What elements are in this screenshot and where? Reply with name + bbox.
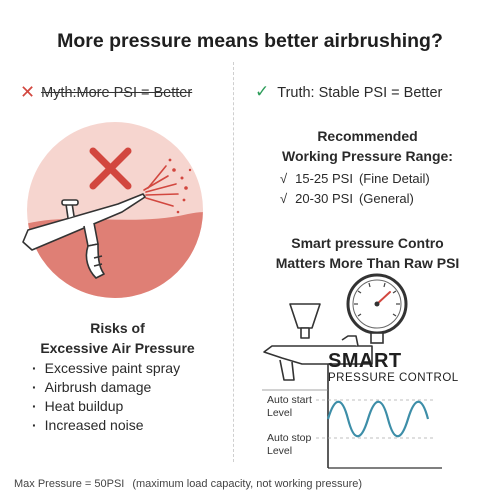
list-item: Airbrush damage — [32, 378, 180, 397]
list-item: Excessive paint spray — [32, 359, 180, 378]
smart-heading-line1: Smart pressure Contro — [291, 235, 444, 251]
auto-start-level: Level — [267, 407, 293, 419]
range-note: (Fine Detail) — [358, 171, 430, 186]
risks-heading-line2: Excessive Air Pressure — [40, 340, 195, 356]
auto-start-text: Auto start — [267, 394, 312, 406]
pink-circle-background — [27, 122, 203, 298]
smart-pressure-illustration — [262, 273, 442, 469]
smart-heading-line2: Matters More Than Raw PSI — [275, 255, 460, 271]
myth-label: ✕ Myth:More PSI = Better — [20, 82, 192, 103]
risks-heading-line1: Risks of — [90, 320, 145, 336]
pressure-range-list: √ 15-25 PSI (Fine Detail) √ 20-30 PSI (Gener… — [280, 169, 430, 209]
airbrush-icon — [22, 193, 146, 279]
list-item: Heat buildup — [32, 397, 180, 416]
recommended-heading: Recommended Working Pressure Range: — [245, 126, 490, 166]
smart-logo-subtitle: PRESSURE CONTROL — [328, 372, 459, 384]
myth-text: Myth:More PSI = Better — [41, 85, 193, 101]
footer-max-pressure: Max Pressure = 50PSI — [14, 478, 125, 490]
x-mark-icon — [89, 147, 132, 190]
page-title: More pressure means better airbrushing? — [57, 30, 443, 52]
smart-logo: SMART — [328, 350, 402, 372]
check-mark-icon: √ — [280, 171, 288, 186]
sine-wave-icon — [316, 399, 434, 439]
check-mark-icon: √ — [280, 191, 288, 206]
column-divider — [233, 62, 234, 462]
airbrush-risk-illustration — [22, 122, 203, 298]
smart-heading: Smart pressure Contro Matters More Than … — [245, 233, 490, 273]
truth-text: Truth: Stable PSI = Better — [277, 85, 443, 101]
auto-start-label: Auto start Level — [267, 394, 312, 420]
check-mark-icon: ✓ — [255, 82, 270, 101]
spray-icon — [143, 158, 192, 214]
risks-heading: Risks of Excessive Air Pressure — [10, 318, 225, 358]
footer-note: Max Pressure = 50PSI (maximum load capaci… — [14, 478, 362, 490]
airbrush-icon — [263, 303, 373, 381]
truth-label: ✓ Truth: Stable PSI = Better — [255, 82, 442, 102]
pressure-gauge-icon — [346, 273, 408, 344]
range-note: (General) — [358, 191, 414, 206]
auto-stop-text: Auto stop — [267, 432, 312, 444]
list-item: Increased noise — [32, 416, 180, 435]
auto-stop-label: Auto stop Level — [267, 432, 311, 458]
footer-clarification: (maximum load capacity, not working pres… — [132, 478, 363, 490]
recommended-heading-line1: Recommended — [317, 128, 418, 144]
list-item: √ 15-25 PSI (Fine Detail) — [280, 169, 430, 189]
x-mark-icon: ✕ — [20, 82, 36, 102]
list-item: √ 20-30 PSI (General) — [280, 189, 430, 209]
range-value: 15-25 PSI — [295, 171, 353, 186]
range-value: 20-30 PSI — [295, 191, 353, 206]
recommended-heading-line2: Working Pressure Range: — [282, 148, 453, 164]
auto-stop-level: Level — [267, 445, 293, 457]
risks-list: Excessive paint spray Airbrush damage He… — [32, 359, 180, 435]
